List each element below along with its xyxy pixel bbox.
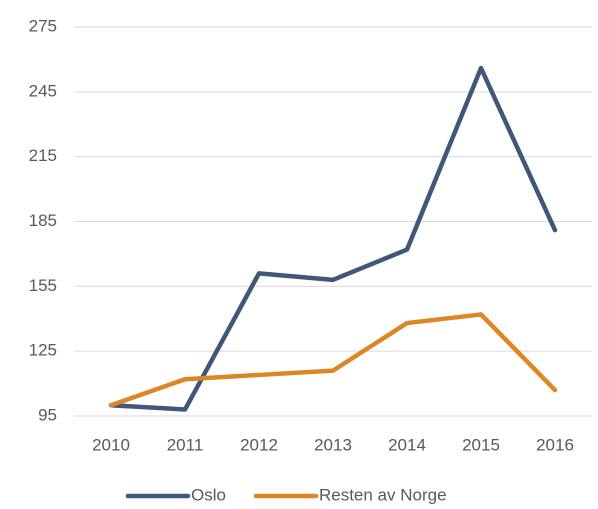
x-tick-label: 2013	[314, 435, 352, 454]
y-tick-label: 155	[29, 276, 57, 295]
legend-label: Oslo	[191, 485, 226, 504]
legend-label: Resten av Norge	[319, 485, 447, 504]
x-tick-label: 2016	[536, 435, 574, 454]
y-tick-label: 215	[29, 146, 57, 165]
y-tick-label: 125	[29, 341, 57, 360]
y-tick-label: 185	[29, 211, 57, 230]
x-tick-label: 2014	[388, 435, 426, 454]
x-tick-label: 2012	[240, 435, 278, 454]
x-tick-label: 2010	[92, 435, 130, 454]
x-tick-label: 2015	[462, 435, 500, 454]
series-line	[108, 312, 558, 408]
series-line	[108, 65, 558, 412]
y-tick-label: 95	[38, 405, 57, 424]
y-tick-label: 245	[29, 81, 57, 100]
x-tick-label: 2011	[167, 435, 204, 454]
y-tick-label: 275	[29, 16, 57, 35]
